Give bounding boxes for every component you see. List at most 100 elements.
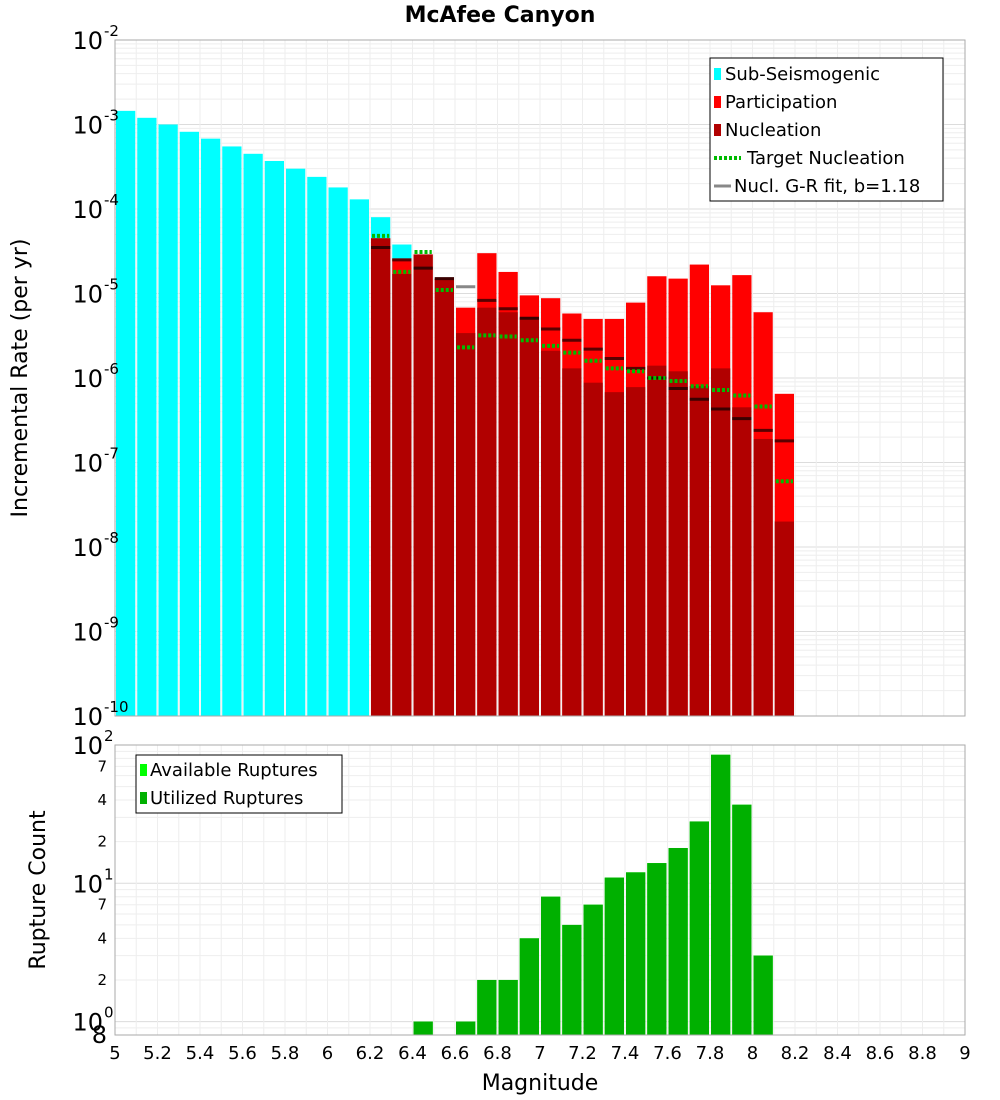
x-tick-label: 5 xyxy=(109,1043,120,1064)
x-tick-label: 6.2 xyxy=(356,1043,385,1064)
x-tick-label: 6.4 xyxy=(398,1043,427,1064)
x-tick-label: 5.2 xyxy=(143,1043,172,1064)
bar-sub-seismogenic xyxy=(179,131,199,717)
y-tick-base: 10 xyxy=(72,281,103,309)
x-tick-label: 6 xyxy=(322,1043,333,1064)
legend-label: Nucl. G-R fit, b=1.18 xyxy=(734,176,920,197)
y-tick-base: 10 xyxy=(72,870,103,898)
x-tick-label: 9 xyxy=(959,1043,970,1064)
y-tick-label: 10 -9 xyxy=(72,614,119,647)
y-tick-label: 10 -7 xyxy=(72,445,119,478)
y-tick-exponent: -7 xyxy=(104,445,119,463)
bar-nucleation xyxy=(647,365,667,716)
bottom-legend: Available Ruptures Utilized Ruptures xyxy=(135,754,343,814)
bar-sub-seismogenic xyxy=(243,153,263,717)
x-tick-label: 7 xyxy=(534,1043,545,1064)
y-tick-exponent: -8 xyxy=(104,529,119,547)
y-tick-label: 10 -8 xyxy=(72,529,119,562)
top-panel: 10-210-310-410-510-610-710-810-910-10 In… xyxy=(8,22,966,731)
y-tick-label: 10 1 xyxy=(72,865,113,898)
legend-swatch xyxy=(140,792,147,804)
y-tick-label: 10 -10 xyxy=(72,698,128,731)
bar-utilized-ruptures xyxy=(604,877,624,1035)
y-tick-exponent: 1 xyxy=(104,865,114,883)
y-minor-tick-label: 2 xyxy=(97,833,107,851)
bar-nucleation xyxy=(541,350,561,716)
y-tick-exponent: -2 xyxy=(104,22,119,40)
bar-utilized-ruptures xyxy=(456,1021,476,1035)
bar-utilized-ruptures xyxy=(583,904,603,1035)
bar-nucleation xyxy=(711,368,731,716)
y-minor-tick-label: 8 xyxy=(92,1021,107,1049)
bar-nucleation xyxy=(626,387,646,716)
x-tick-label: 5.6 xyxy=(228,1043,257,1064)
x-tick-label: 8.8 xyxy=(908,1043,937,1064)
y-minor-tick-label: 7 xyxy=(97,757,107,775)
bar-sub-seismogenic xyxy=(328,187,348,717)
bar-sub-seismogenic xyxy=(137,117,157,716)
bar-utilized-ruptures xyxy=(711,754,731,1035)
bar-sub-seismogenic xyxy=(264,160,284,717)
y-tick-base: 10 xyxy=(72,450,103,478)
x-tick-label: 8.2 xyxy=(781,1043,810,1064)
bar-sub-seismogenic xyxy=(158,124,178,716)
y-minor-tick-label: 7 xyxy=(97,896,107,914)
y-tick-exponent: -10 xyxy=(104,698,129,716)
bar-nucleation xyxy=(562,368,582,716)
top-y-tick-labels: 10-210-310-410-510-610-710-810-910-10 xyxy=(72,22,128,731)
bar-utilized-ruptures xyxy=(732,804,752,1035)
bar-nucleation xyxy=(392,274,412,716)
y-tick-base: 10 xyxy=(72,619,103,647)
x-tick-label: 6.6 xyxy=(441,1043,470,1064)
bar-utilized-ruptures xyxy=(541,896,561,1035)
x-axis-label: Magnitude xyxy=(482,1071,599,1096)
y-tick-exponent: -6 xyxy=(104,360,119,378)
y-tick-base: 10 xyxy=(72,27,103,55)
legend-label: Target Nucleation xyxy=(746,148,905,169)
y-tick-label: 10 -2 xyxy=(72,22,119,55)
top-legend-box xyxy=(709,57,944,202)
bar-nucleation xyxy=(434,278,454,716)
y-minor-tick-label: 4 xyxy=(97,929,107,947)
y-tick-base: 10 xyxy=(72,196,103,224)
bar-utilized-ruptures xyxy=(689,821,709,1035)
bar-sub-seismogenic xyxy=(307,176,327,717)
bar-utilized-ruptures xyxy=(668,847,688,1035)
legend-label: Participation xyxy=(725,92,837,113)
legend-label: Available Ruptures xyxy=(150,760,318,781)
bar-nucleation xyxy=(753,438,773,716)
legend-swatch xyxy=(140,764,147,776)
bar-sub-seismogenic xyxy=(201,138,221,716)
x-tick-label: 5.8 xyxy=(271,1043,300,1064)
y-tick-label: 10 2 xyxy=(72,727,113,760)
legend-label: Sub-Seismogenic xyxy=(725,64,880,85)
y-tick-exponent: -4 xyxy=(104,191,119,209)
bar-utilized-ruptures xyxy=(647,863,667,1035)
y-tick-label: 10 -6 xyxy=(72,360,119,393)
legend-label: Nucleation xyxy=(725,120,821,141)
bar-utilized-ruptures xyxy=(413,1021,433,1035)
bar-nucleation xyxy=(456,333,476,716)
bar-utilized-ruptures xyxy=(498,979,518,1035)
bottom-legend-box xyxy=(135,754,343,814)
bottom-plot-frame xyxy=(114,744,966,1036)
x-tick-labels: 5 5.2 5.4 5.6 5.8 6 6.2 6.4 6.6 6.8 7 7.2 7.4 7.6 7.8 8… xyxy=(109,1043,970,1064)
x-tick-label: 7.2 xyxy=(568,1043,597,1064)
x-tick-label: 8 xyxy=(747,1043,758,1064)
legend-swatch xyxy=(714,124,721,136)
legend-label: Utilized Ruptures xyxy=(150,788,303,809)
top-plot-frame xyxy=(114,39,966,717)
y-tick-base: 10 xyxy=(72,534,103,562)
bar-nucleation xyxy=(583,382,603,716)
bar-utilized-ruptures xyxy=(562,924,582,1035)
bar-nucleation xyxy=(498,312,518,716)
bar-nucleation xyxy=(774,521,794,716)
y-tick-base: 10 xyxy=(72,732,103,760)
bottom-bars xyxy=(413,754,773,1035)
y-tick-exponent: -9 xyxy=(104,614,119,632)
bar-nucleation xyxy=(371,238,391,717)
y-minor-tick-label: 2 xyxy=(97,971,107,989)
bar-nucleation xyxy=(732,407,752,716)
